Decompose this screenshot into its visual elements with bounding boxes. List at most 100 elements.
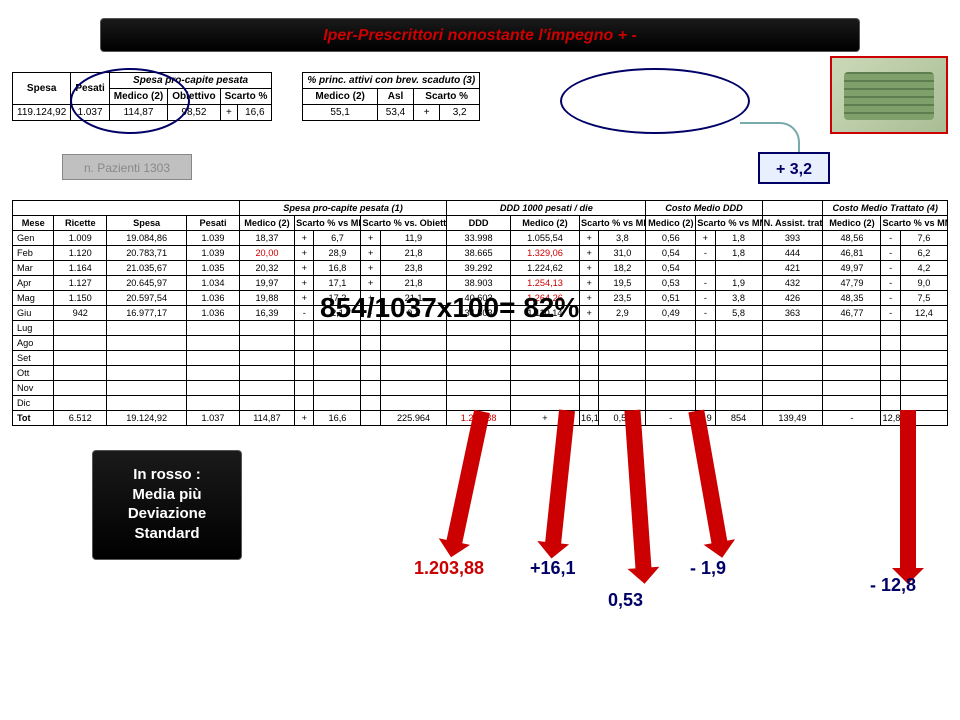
cell: 16,6 xyxy=(238,105,272,121)
arrow-4 xyxy=(688,410,727,546)
table-row: Mar1.16421.035,671.03520,32+16,8+23,839.… xyxy=(13,261,948,276)
cell: 20,32 xyxy=(239,261,294,276)
cell: 7,5 xyxy=(900,291,947,306)
cell: 432 xyxy=(762,276,823,291)
cell-mese: Mag xyxy=(13,291,54,306)
arrow-2 xyxy=(545,410,575,546)
cell xyxy=(314,366,361,381)
table-row: Set xyxy=(13,351,948,366)
top-tables: Spesa Pesati Spesa pro-capite pesata Med… xyxy=(12,72,948,121)
cell: 19,97 xyxy=(239,276,294,291)
main-hdr: Scarto % vs MMG xyxy=(696,216,762,231)
cell xyxy=(361,396,380,411)
cell: + xyxy=(580,291,599,306)
cell: 114,87 xyxy=(239,411,294,426)
cell xyxy=(715,396,762,411)
cell: 3,8 xyxy=(715,291,762,306)
cell: + xyxy=(361,276,380,291)
cell xyxy=(314,351,361,366)
cell xyxy=(510,396,579,411)
cell xyxy=(295,351,314,366)
cell-mese: Lug xyxy=(13,321,54,336)
cell: + xyxy=(414,105,440,121)
cell xyxy=(881,351,900,366)
cell xyxy=(380,366,446,381)
cell: 19,88 xyxy=(239,291,294,306)
cell xyxy=(447,396,511,411)
table-row: Feb1.12020.783,711.03920,00+28,9+21,838.… xyxy=(13,246,948,261)
arrow-5 xyxy=(900,410,916,570)
rosso-l4: Standard xyxy=(93,524,241,544)
cell xyxy=(646,351,696,366)
cell: + xyxy=(295,246,314,261)
cell xyxy=(599,351,646,366)
cell: 21,8 xyxy=(380,246,446,261)
cell: 31,0 xyxy=(599,246,646,261)
arrow-3 xyxy=(624,410,651,571)
cell xyxy=(762,396,823,411)
hdr-spesa: Spesa xyxy=(13,73,71,105)
cell: - xyxy=(696,291,715,306)
cell xyxy=(380,351,446,366)
table-row: Nov xyxy=(13,381,948,396)
cell-mese: Mar xyxy=(13,261,54,276)
cell: 19.084,86 xyxy=(107,231,187,246)
cell: 0,54 xyxy=(646,261,696,276)
cell xyxy=(696,366,715,381)
hdr-pesati: Pesati xyxy=(71,73,109,105)
cell xyxy=(580,321,599,336)
cell xyxy=(107,366,187,381)
cell: 0,56 xyxy=(646,231,696,246)
cell: 1.254,13 xyxy=(510,276,579,291)
main-hdr: Scarto % vs MMG xyxy=(580,216,646,231)
cell xyxy=(762,321,823,336)
cell: + xyxy=(361,261,380,276)
cell: 854 xyxy=(715,411,762,426)
cell: 46,81 xyxy=(823,246,881,261)
cell: 1.036 xyxy=(187,306,240,321)
cell: 38.903 xyxy=(447,276,511,291)
cell: 39.292 xyxy=(447,261,511,276)
cell: 114,87 xyxy=(109,105,167,121)
cell: 1.035 xyxy=(187,261,240,276)
main-hdr: Ricette xyxy=(54,216,107,231)
main-hdr: Scarto % vs MMG xyxy=(881,216,948,231)
cell: 6,2 xyxy=(900,246,947,261)
cell xyxy=(187,381,240,396)
cell xyxy=(54,351,107,366)
cell xyxy=(510,351,579,366)
cell: + xyxy=(580,306,599,321)
cell: 363 xyxy=(762,306,823,321)
table-row: Ago xyxy=(13,336,948,351)
cell-mese: Dic xyxy=(13,396,54,411)
cell: 1.009 xyxy=(54,231,107,246)
cell: 18,37 xyxy=(239,231,294,246)
cell xyxy=(696,396,715,411)
cell xyxy=(361,351,380,366)
cell: 48,35 xyxy=(823,291,881,306)
cell: 6.512 xyxy=(54,411,107,426)
cell: 0,49 xyxy=(646,306,696,321)
cell xyxy=(900,351,947,366)
cell-mese: Ott xyxy=(13,366,54,381)
cell: 0,51 xyxy=(646,291,696,306)
cell-mese: Ago xyxy=(13,336,54,351)
cell xyxy=(314,381,361,396)
cell: 33.998 xyxy=(447,231,511,246)
cell: 11,9 xyxy=(380,231,446,246)
cell: 1.164 xyxy=(54,261,107,276)
cell xyxy=(881,381,900,396)
cell xyxy=(54,381,107,396)
cell: 23,8 xyxy=(380,261,446,276)
cell xyxy=(314,336,361,351)
cell: 393 xyxy=(762,231,823,246)
hdr-asl: Asl xyxy=(377,89,413,105)
cell: 1.037 xyxy=(71,105,109,121)
cell xyxy=(510,366,579,381)
cell xyxy=(580,381,599,396)
main-hdr: Medico (2) xyxy=(823,216,881,231)
cell: 119.124,92 xyxy=(13,105,71,121)
cell: - xyxy=(881,306,900,321)
cell-mese: Nov xyxy=(13,381,54,396)
table-row: Dic xyxy=(13,396,948,411)
